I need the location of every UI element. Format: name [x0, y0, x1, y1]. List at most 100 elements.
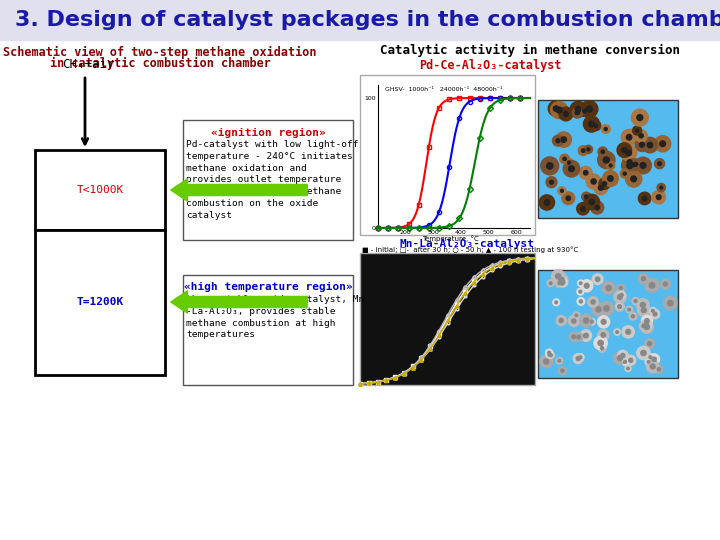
Circle shape	[583, 116, 600, 132]
Circle shape	[616, 303, 622, 309]
Circle shape	[583, 318, 588, 323]
Circle shape	[564, 158, 573, 167]
Text: Schematic view of two-step methane oxidation: Schematic view of two-step methane oxida…	[4, 46, 317, 59]
Circle shape	[575, 314, 577, 316]
Circle shape	[626, 150, 631, 156]
Circle shape	[553, 299, 559, 306]
Circle shape	[647, 360, 659, 373]
Circle shape	[632, 298, 639, 305]
Text: T<1000K: T<1000K	[76, 185, 124, 195]
Circle shape	[566, 196, 570, 200]
Text: thermostable oxide catalyst, Mn
-La-Al₂O₃, provides stable
methane combustion at: thermostable oxide catalyst, Mn -La-Al₂O…	[186, 295, 364, 340]
Circle shape	[575, 106, 581, 112]
Bar	[183, 120, 353, 240]
Circle shape	[575, 111, 578, 114]
Circle shape	[617, 284, 624, 292]
Circle shape	[572, 335, 575, 339]
Circle shape	[555, 278, 564, 287]
Text: 500: 500	[482, 230, 495, 235]
Circle shape	[622, 326, 634, 338]
Circle shape	[559, 278, 564, 282]
Circle shape	[636, 129, 639, 132]
Circle shape	[626, 306, 633, 313]
Circle shape	[623, 155, 636, 169]
Circle shape	[589, 199, 595, 205]
Circle shape	[623, 172, 626, 175]
Circle shape	[631, 315, 634, 318]
Circle shape	[639, 133, 643, 138]
Circle shape	[598, 316, 610, 328]
Circle shape	[575, 333, 583, 341]
Circle shape	[631, 159, 641, 170]
Text: Catalytic activity in methane conversion: Catalytic activity in methane conversion	[380, 44, 680, 57]
Circle shape	[581, 100, 598, 118]
Circle shape	[573, 312, 580, 319]
Circle shape	[587, 148, 590, 151]
Circle shape	[556, 357, 562, 364]
Circle shape	[585, 195, 588, 198]
Circle shape	[596, 307, 601, 312]
Text: Pd-Ce-Al₂O₃-catalyst: Pd-Ce-Al₂O₃-catalyst	[419, 59, 562, 72]
Circle shape	[594, 124, 598, 127]
Circle shape	[642, 276, 646, 281]
Circle shape	[629, 313, 636, 320]
Circle shape	[570, 332, 578, 341]
Circle shape	[590, 320, 593, 323]
Circle shape	[598, 340, 603, 346]
Circle shape	[636, 346, 650, 360]
Circle shape	[546, 177, 557, 187]
Circle shape	[598, 329, 609, 341]
Circle shape	[649, 354, 660, 365]
Text: GHSV-  1000h⁻¹   24000h⁻¹  48000h⁻¹: GHSV- 1000h⁻¹ 24000h⁻¹ 48000h⁻¹	[385, 87, 503, 92]
Circle shape	[642, 137, 658, 153]
Circle shape	[600, 347, 603, 350]
Circle shape	[653, 312, 657, 316]
Circle shape	[582, 109, 587, 113]
Circle shape	[645, 359, 652, 365]
Circle shape	[552, 270, 564, 283]
Circle shape	[598, 147, 608, 157]
Circle shape	[640, 302, 645, 307]
Text: 0: 0	[372, 226, 376, 231]
Circle shape	[660, 141, 665, 146]
Circle shape	[548, 101, 564, 117]
Circle shape	[554, 106, 559, 111]
Bar	[0, 0, 720, 40]
Circle shape	[550, 354, 552, 356]
Circle shape	[556, 139, 559, 143]
Circle shape	[577, 288, 584, 295]
Circle shape	[635, 130, 647, 142]
Circle shape	[641, 350, 646, 356]
Circle shape	[556, 315, 566, 326]
Circle shape	[626, 355, 636, 366]
Circle shape	[621, 130, 637, 145]
Circle shape	[639, 321, 649, 330]
Circle shape	[540, 355, 553, 368]
Circle shape	[599, 178, 611, 190]
Circle shape	[625, 366, 631, 372]
Text: Mn-La-Al₂O₃-catalyst: Mn-La-Al₂O₃-catalyst	[400, 239, 535, 249]
Circle shape	[622, 147, 627, 153]
Circle shape	[591, 121, 601, 131]
Circle shape	[652, 191, 665, 204]
Circle shape	[548, 353, 551, 356]
Circle shape	[629, 359, 633, 362]
Circle shape	[642, 315, 652, 326]
Circle shape	[579, 291, 582, 293]
Circle shape	[591, 179, 596, 184]
Circle shape	[621, 358, 629, 366]
Text: 200: 200	[400, 230, 412, 235]
Circle shape	[620, 169, 629, 178]
Circle shape	[614, 291, 626, 303]
Bar	[183, 275, 353, 385]
Circle shape	[642, 324, 646, 328]
Circle shape	[631, 109, 648, 126]
Text: Pd-catalyst with low light-off
temperature - 240°C initiates
methane oxidation a: Pd-catalyst with low light-off temperatu…	[186, 140, 359, 220]
Circle shape	[561, 137, 567, 143]
Circle shape	[608, 176, 613, 181]
Circle shape	[637, 114, 643, 120]
Text: in catalytic combustion chamber: in catalytic combustion chamber	[50, 57, 271, 70]
Circle shape	[620, 293, 623, 296]
Circle shape	[635, 157, 652, 174]
Circle shape	[558, 281, 562, 285]
